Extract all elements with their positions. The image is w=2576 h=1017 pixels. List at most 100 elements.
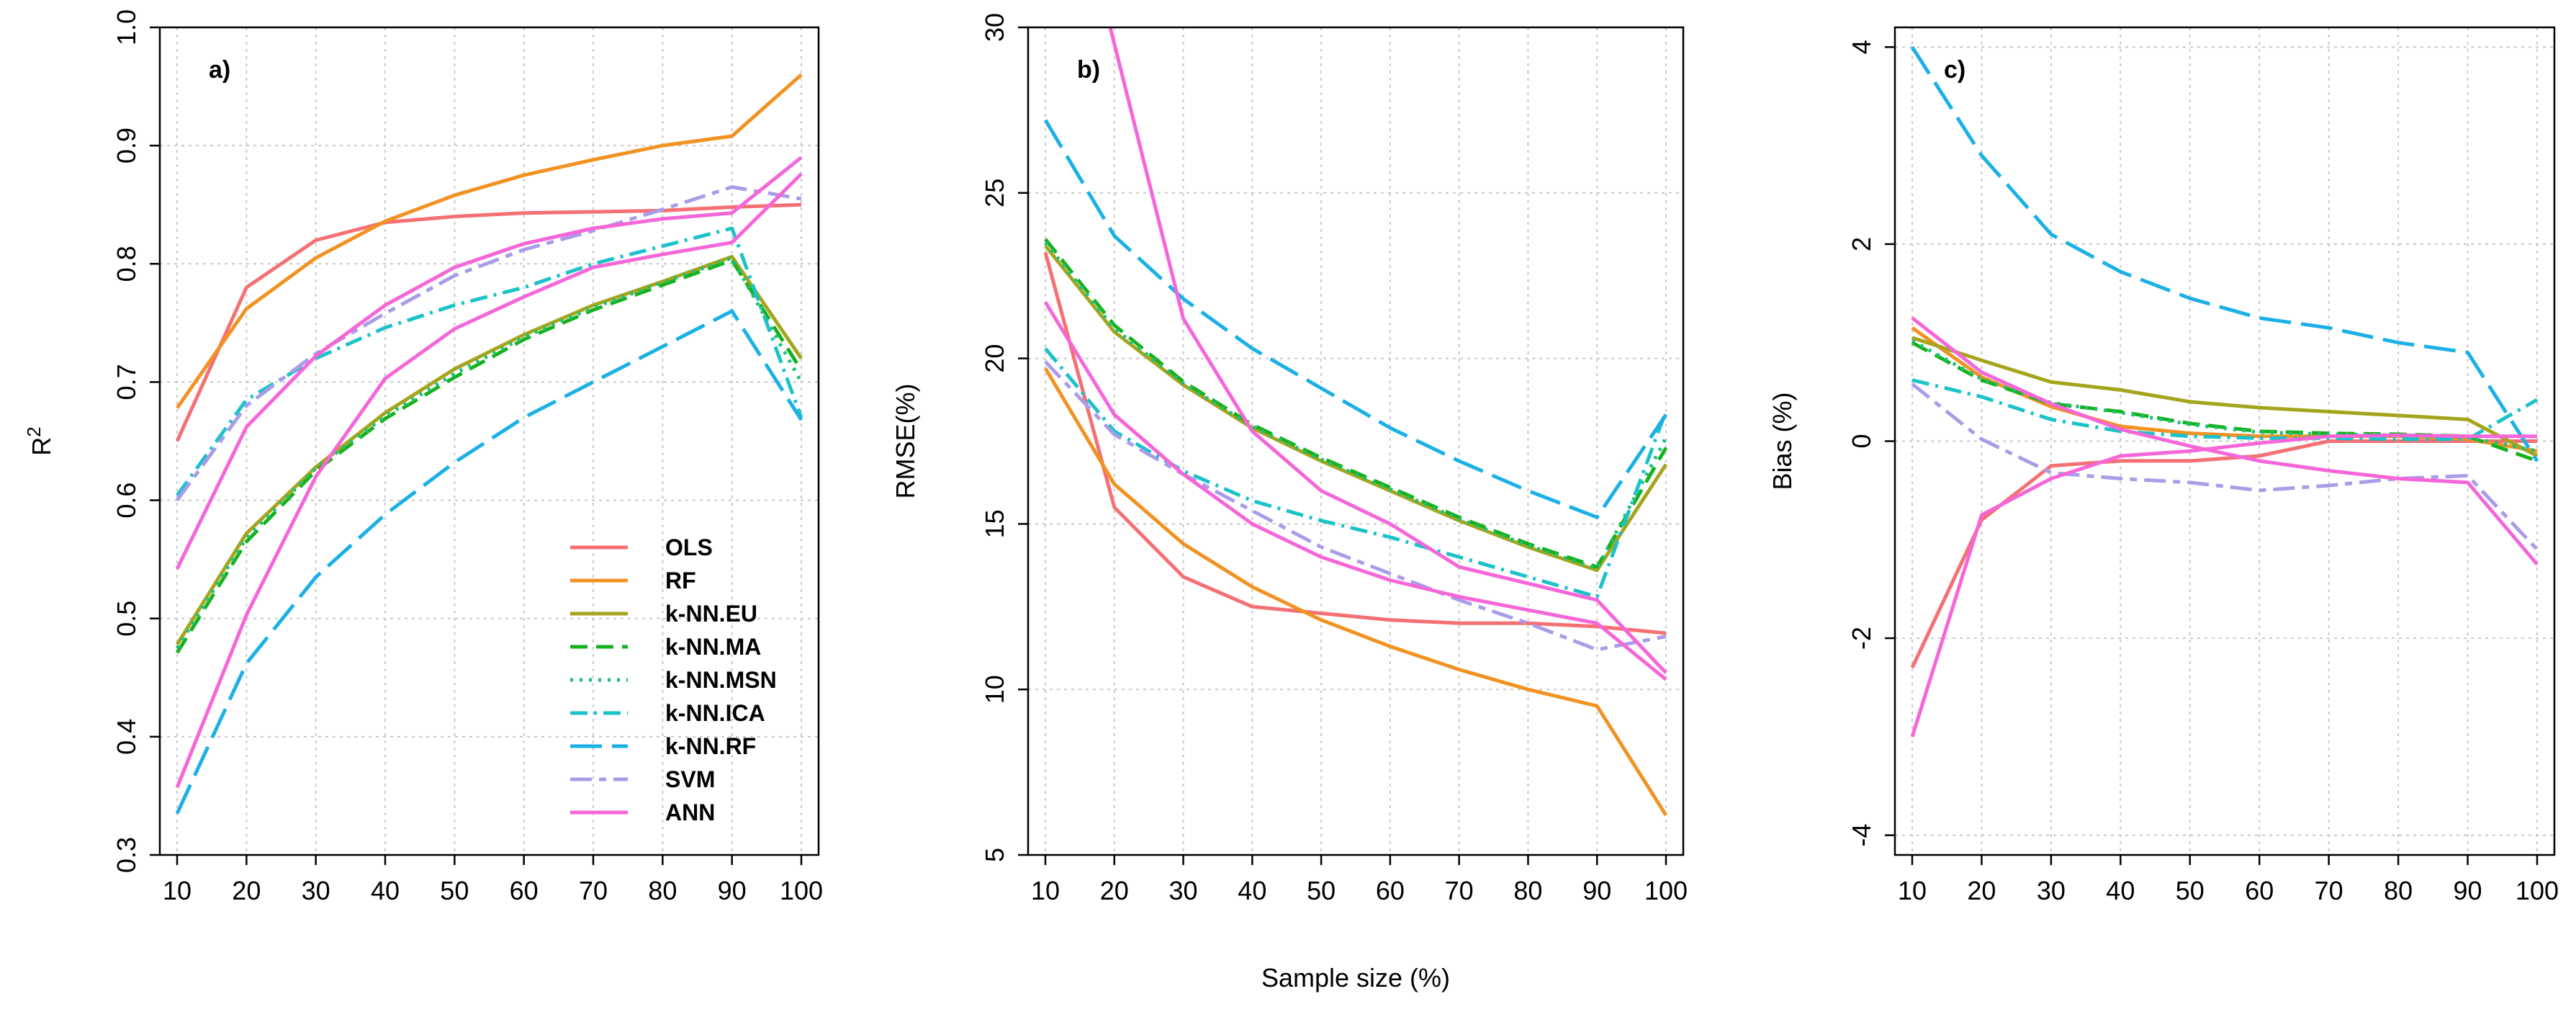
plot-frame [1027, 26, 1685, 856]
x-tick-label: 100 [780, 876, 823, 905]
series-line-k-nn-ma-3 [175, 258, 803, 654]
series-line-k-nn-msn-4 [1911, 339, 2538, 453]
legend-label-svm: SVM [665, 766, 715, 792]
series-line-svm-7 [1911, 382, 2539, 551]
legend: OLS RF k-NN.EU k-NN.MA k-NN.MSN k-NN.ICA k-NN.… [570, 534, 777, 825]
x-tick-label: 50 [1307, 876, 1336, 905]
y-tick-label: 0.4 [112, 719, 141, 755]
series-line-k-nn-rf-6 [1043, 119, 1668, 519]
y-tick-label: 10 [980, 675, 1009, 704]
series-line-k-nn-ica-5 [1911, 378, 2539, 442]
series-line-k-nn-eu-2 [1911, 336, 2539, 458]
x-tick-label: 80 [2384, 876, 2413, 905]
series-line-ols-0 [1910, 439, 2537, 669]
series-line-ann-9 [175, 172, 803, 789]
legend-label-k-nn-rf: k-NN.RF [665, 733, 756, 759]
x-tick-label: 60 [2245, 876, 2274, 905]
x-tick-label: 20 [1967, 876, 1996, 905]
plot-frame [158, 26, 820, 856]
series-line-ann-9 [1910, 433, 2537, 738]
panel-label: b) [1077, 56, 1100, 84]
x-tick-label: 40 [1238, 876, 1266, 905]
series-line-rf-1 [1043, 367, 1668, 817]
series-line-rf-1 [175, 73, 803, 409]
legend-label-ann: ANN [665, 799, 715, 825]
x-tick-label: 70 [1445, 876, 1474, 905]
x-tick-label: 10 [1898, 876, 1927, 905]
series-line-k-nn-msn-4 [175, 256, 803, 650]
y-tick-label: 0.7 [112, 364, 141, 400]
y-tick-label: 15 [980, 509, 1009, 538]
y-tick-label: 5 [980, 848, 1009, 862]
series-group [175, 73, 803, 815]
legend-label-k-nn-ica: k-NN.ICA [665, 700, 765, 726]
x-tick-label: 80 [1513, 876, 1542, 905]
x-tick-label: 20 [1100, 876, 1129, 905]
series-line-ols-0 [175, 202, 802, 442]
panel-label: c) [1944, 56, 1965, 84]
y-axis-title: Bias (%) [1767, 392, 1797, 490]
x-tick-label: 90 [1582, 876, 1611, 905]
y-tick-label: 2 [1847, 237, 1876, 251]
x-tick-label: 10 [163, 876, 192, 905]
y-tick-label: 0.5 [112, 601, 141, 637]
series-line-k-nn-rf-6 [1910, 46, 2539, 462]
x-tick-label: 30 [1169, 876, 1198, 905]
series-line-k-nn-ma-3 [1911, 341, 2538, 463]
y-axis-title: RMSE(%) [891, 384, 920, 499]
x-tick-label: 80 [648, 876, 677, 905]
series-group [1043, 27, 1668, 817]
x-tick-label: 40 [2106, 876, 2135, 905]
series-line-ann-8 [1911, 316, 2539, 566]
x-tick-label: 90 [718, 876, 747, 905]
panel-label: a) [209, 56, 230, 84]
series-line-svm-7 [1044, 360, 1667, 652]
y-tick-label: -4 [1847, 824, 1876, 847]
x-tick-label: 10 [1031, 876, 1060, 905]
y-tick-label: 0 [1847, 434, 1876, 448]
panel-1: 10 20 30 40 50 60 70 80 90 100 0.3 0.4 0.5 0.6 0.7 0.8 0… [23, 9, 823, 905]
legend-label-k-nn-msn: k-NN.MSN [665, 667, 777, 693]
legend-label-k-nn-ma: k-NN.MA [665, 634, 761, 660]
series-line-k-nn-msn-4 [1044, 241, 1668, 570]
y-tick-label: 0.3 [112, 837, 141, 873]
y-tick-label: 0.8 [112, 246, 141, 282]
y-tick-label: 25 [980, 179, 1009, 207]
y-tick-label: 1.0 [112, 9, 141, 45]
x-tick-label: 30 [2037, 876, 2066, 905]
panel-3: 10 20 30 40 50 60 70 80 90 100 -4 -2 0 2 4 Bias (%) c) [1767, 26, 2559, 905]
x-tick-label: 50 [2176, 876, 2205, 905]
x-tick-label: 60 [510, 876, 539, 905]
x-tick-label: 20 [232, 876, 261, 905]
y-tick-label: 0.9 [112, 127, 141, 163]
x-tick-label: 40 [371, 876, 400, 905]
series-line-k-nn-ica-5 [175, 226, 803, 497]
x-tick-label: 70 [2315, 876, 2343, 905]
grid [160, 27, 819, 856]
y-tick-label: 4 [1847, 40, 1876, 54]
series-line-svm-7 [175, 185, 802, 502]
x-tick-label: 90 [2454, 876, 2482, 905]
x-tick-label: 70 [579, 876, 608, 905]
series-line-ann-8 [1043, 301, 1667, 681]
grid [1028, 27, 1683, 856]
y-tick-label: -2 [1847, 627, 1876, 650]
legend-label-k-nn-eu: k-NN.EU [665, 601, 757, 627]
y-tick-label: 30 [980, 13, 1009, 42]
x-tick-label: 30 [302, 876, 330, 905]
legend-label-rf: RF [665, 568, 696, 593]
x-tick-label: 100 [1644, 876, 1688, 905]
y-tick-label: 20 [980, 344, 1009, 373]
series-line-k-nn-eu-2 [175, 254, 803, 646]
x-tick-label: 60 [1376, 876, 1405, 905]
grid [1895, 27, 2554, 855]
x-tick-label: 100 [2516, 876, 2559, 905]
y-tick-label: 0.6 [112, 483, 141, 519]
series-line-ols-0 [1043, 251, 1667, 635]
series-line-ann-9 [1108, 27, 1667, 674]
legend-label-ols: OLS [665, 534, 713, 560]
x-axis-title: Sample size (%) [1261, 963, 1450, 993]
y-axis-title: R2 [23, 426, 56, 455]
series-line-ann-8 [175, 156, 803, 570]
